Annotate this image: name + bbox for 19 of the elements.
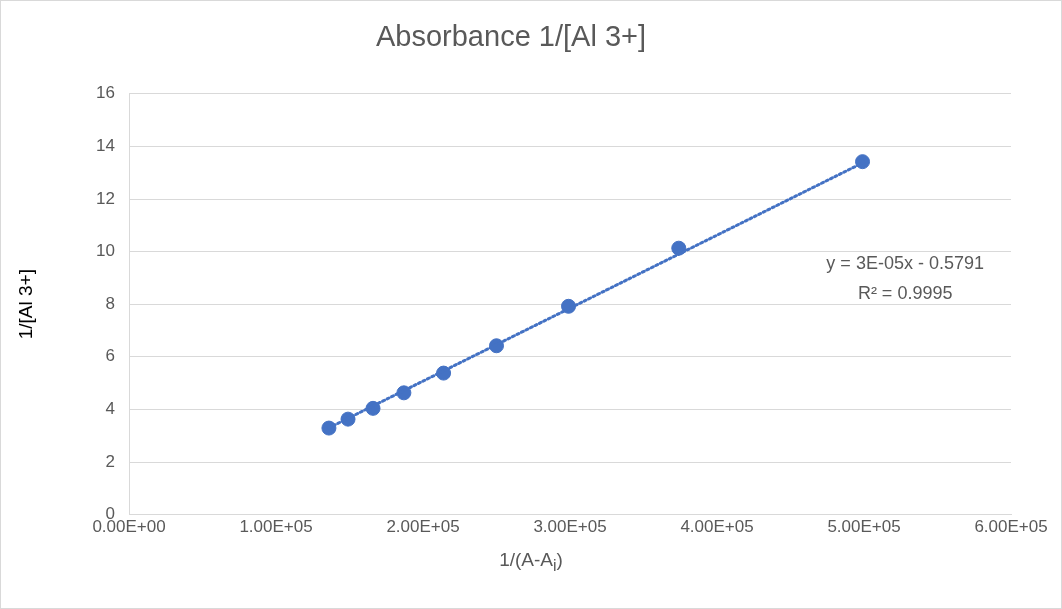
- y-tick-label: 12: [96, 188, 115, 208]
- y-tick-label: 14: [96, 136, 115, 156]
- y-axis-title: 1/[Al 3+]: [14, 269, 36, 340]
- y-tick-label: 2: [105, 451, 115, 471]
- y-tick-label: 10: [96, 241, 115, 261]
- chart-title: Absorbance 1/[Al 3+]: [375, 20, 647, 53]
- x-tick-label: 4.00E+05: [680, 517, 754, 537]
- annotation: y = 3E-05x - 0.5791: [826, 253, 984, 274]
- y-tick-label: 16: [96, 83, 115, 103]
- y-tick-label: 6: [105, 346, 115, 366]
- x-axis-title: 1/(A-A$_{i}$): [498, 549, 564, 575]
- x-tick-label: 2.00E+05: [386, 517, 460, 537]
- annotation: R² = 0.9995: [857, 283, 953, 304]
- x-tick-label: 3.00E+05: [533, 517, 607, 537]
- y-tick-label: 4: [105, 399, 115, 419]
- x-tick-label: 5.00E+05: [827, 517, 901, 537]
- x-tick-label: 1.00E+05: [239, 517, 313, 537]
- x-tick-label: 6.00E+05: [974, 517, 1048, 537]
- y-tick-label: 8: [105, 293, 115, 313]
